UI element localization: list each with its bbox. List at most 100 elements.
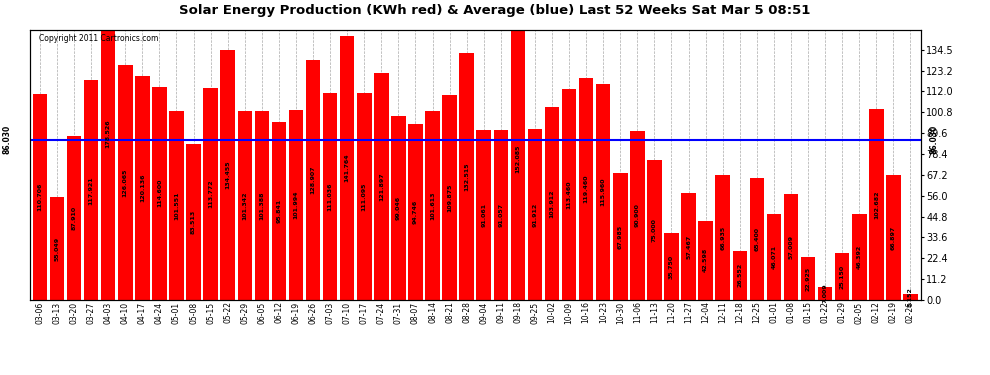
Bar [374,73,388,300]
Bar [749,178,764,300]
Text: 101.342: 101.342 [243,191,248,220]
Bar [323,93,338,300]
Bar [528,129,543,300]
Text: 152.085: 152.085 [516,144,521,172]
Bar [101,0,116,300]
Bar [647,160,661,300]
Bar [852,214,866,300]
Bar [835,253,849,300]
Bar [596,84,611,300]
Text: 113.460: 113.460 [566,180,571,209]
Text: 91.061: 91.061 [481,203,486,227]
Text: 132.515: 132.515 [464,162,469,191]
Bar [733,251,747,300]
Text: 103.912: 103.912 [549,189,554,217]
Text: 86.030: 86.030 [3,125,12,154]
Text: 42.598: 42.598 [703,248,708,273]
Bar [579,78,593,300]
Bar [203,88,218,300]
Bar [511,17,525,300]
Bar [459,53,474,300]
Bar [186,144,201,300]
Text: 65.400: 65.400 [754,227,759,251]
Text: 26.552: 26.552 [738,263,742,287]
Bar [613,173,628,300]
Text: 111.036: 111.036 [328,182,333,211]
Bar [271,122,286,300]
Text: 126.065: 126.065 [123,168,128,197]
Text: 57.009: 57.009 [788,235,793,259]
Text: 66.935: 66.935 [720,225,726,250]
Text: 120.136: 120.136 [140,174,145,202]
Text: 128.907: 128.907 [311,166,316,194]
Bar [869,109,884,300]
Text: 95.841: 95.841 [276,199,281,223]
Bar [340,36,354,300]
Text: 101.388: 101.388 [259,191,264,220]
Bar [84,80,98,300]
Text: Solar Energy Production (KWh red) & Average (blue) Last 52 Weeks Sat Mar 5 08:51: Solar Energy Production (KWh red) & Aver… [179,4,811,17]
Bar [152,87,166,300]
Bar [681,193,696,300]
Bar [135,76,149,300]
Text: 121.897: 121.897 [379,172,384,201]
Text: 67.985: 67.985 [618,225,623,249]
Text: 75.000: 75.000 [652,218,657,242]
Text: 117.921: 117.921 [89,176,94,204]
Text: 101.994: 101.994 [293,191,298,219]
Text: 91.057: 91.057 [498,203,503,227]
Text: 46.392: 46.392 [856,244,861,269]
Bar [716,176,730,300]
Bar [886,176,901,300]
Text: 91.912: 91.912 [533,202,538,226]
Bar [118,65,133,300]
Bar [698,220,713,300]
Text: 101.613: 101.613 [430,191,435,220]
Bar [544,106,559,300]
Text: 141.764: 141.764 [345,154,349,182]
Text: 35.750: 35.750 [669,255,674,279]
Text: 109.875: 109.875 [447,183,452,212]
Text: 119.460: 119.460 [584,174,589,203]
Bar [426,111,440,300]
Bar [801,257,816,300]
Text: 178.526: 178.526 [106,120,111,148]
Bar [221,50,235,300]
Text: Copyright 2011 Cartronics.com: Copyright 2011 Cartronics.com [39,34,158,43]
Text: 90.900: 90.900 [635,203,640,227]
Bar [391,116,406,300]
Bar [630,131,644,300]
Bar [784,194,798,300]
Text: 55.049: 55.049 [54,237,59,261]
Bar [561,89,576,300]
Text: 114.600: 114.600 [157,179,162,207]
Text: 66.897: 66.897 [891,226,896,250]
Text: 111.095: 111.095 [361,182,366,211]
Text: 86.030: 86.030 [930,125,939,154]
Text: 99.046: 99.046 [396,196,401,220]
Text: 115.960: 115.960 [601,178,606,206]
Bar [443,95,456,300]
Bar [476,130,491,300]
Text: 83.513: 83.513 [191,210,196,234]
Text: 3.152: 3.152 [908,287,913,307]
Text: 94.746: 94.746 [413,200,418,224]
Bar [254,111,269,300]
Bar [50,198,64,300]
Bar [289,110,303,300]
Bar [903,294,918,300]
Bar [169,111,184,300]
Bar [238,111,252,300]
Bar [494,130,508,300]
Bar [664,233,679,300]
Text: 87.910: 87.910 [71,206,76,230]
Bar [66,136,81,300]
Text: 101.551: 101.551 [174,191,179,220]
Bar [818,287,833,300]
Text: 25.150: 25.150 [840,264,844,289]
Bar [306,60,321,300]
Bar [357,93,371,300]
Text: 134.455: 134.455 [225,160,231,189]
Bar [33,94,48,300]
Text: 102.682: 102.682 [874,190,879,219]
